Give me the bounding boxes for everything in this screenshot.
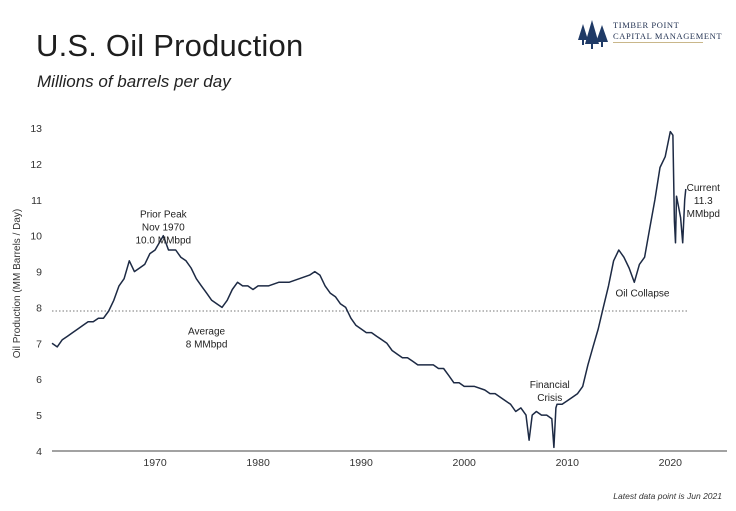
- x-tick-label: 2000: [453, 457, 477, 469]
- x-tick-label: 2010: [556, 457, 580, 469]
- y-tick-label: 10: [30, 231, 42, 243]
- chart-annotation: Financial Crisis: [530, 380, 570, 404]
- chart-annotation: Average 8 MMbpd: [186, 326, 228, 350]
- x-tick-label: 1970: [143, 457, 167, 469]
- chart-title: U.S. Oil Production: [36, 28, 304, 63]
- y-tick-label: 8: [36, 302, 42, 314]
- x-tick-label: 1990: [349, 457, 373, 469]
- production-series-line: [51, 130, 687, 449]
- logo-rule: [613, 42, 703, 43]
- y-tick-label: 4: [36, 446, 42, 458]
- y-axis-label: Oil Production (MM Barrels / Day): [12, 209, 23, 358]
- y-tick-label: 5: [36, 410, 42, 422]
- chart-subtitle: Millions of barrels per day: [37, 72, 231, 91]
- y-tick-label: 13: [30, 123, 42, 135]
- y-tick-label: 6: [36, 374, 42, 386]
- x-tick-label: 1980: [246, 457, 270, 469]
- company-logo: TIMBER POINT CAPITAL MANAGEMENT: [576, 18, 726, 52]
- x-tick-label: 2020: [659, 457, 683, 469]
- chart-annotation: Oil Collapse: [616, 289, 670, 300]
- logo-line-2: CAPITAL MANAGEMENT: [613, 31, 723, 41]
- y-tick-label: 12: [30, 159, 42, 171]
- chart-annotation: Prior Peak Nov 1970 10.0 MMbpd: [136, 210, 192, 247]
- logo-line-1: TIMBER POINT: [613, 20, 680, 30]
- y-tick-label: 9: [36, 267, 42, 279]
- y-tick-label: 7: [36, 338, 42, 350]
- chart-annotation: Current 11.3 MMbpd: [687, 183, 721, 220]
- y-tick-label: 11: [31, 195, 42, 207]
- pine-trees-icon: [578, 20, 608, 49]
- footnote: Latest data point is Jun 2021: [613, 491, 722, 501]
